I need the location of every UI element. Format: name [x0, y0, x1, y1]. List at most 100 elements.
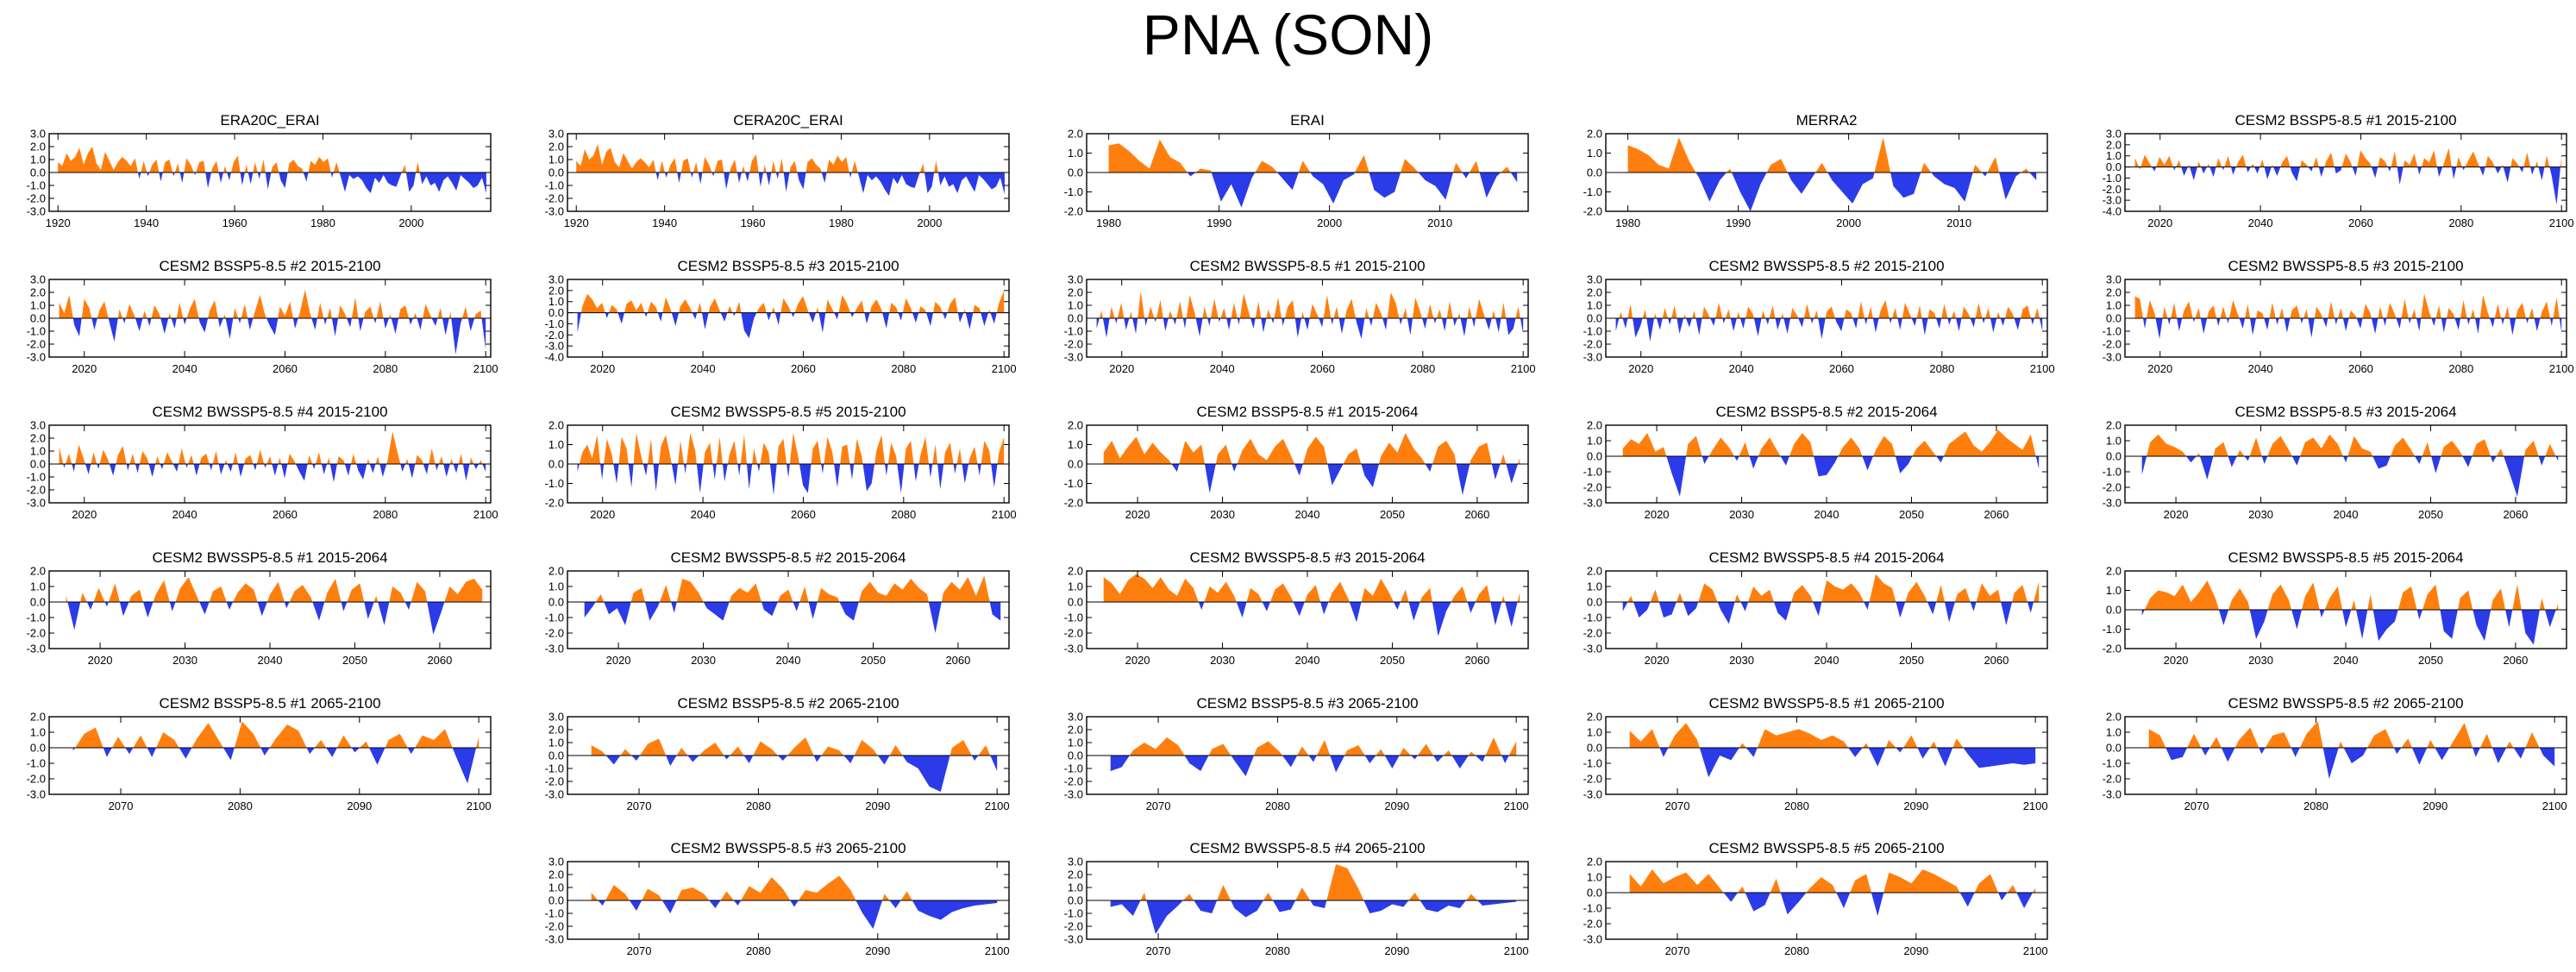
negative-area: [576, 172, 1005, 196]
x-tick-label: 2060: [1984, 654, 2009, 667]
x-tick-label: 2040: [2334, 508, 2359, 521]
y-tick-label: -2.0: [545, 497, 564, 510]
y-tick-label: -1.0: [1583, 902, 1602, 915]
panel-title: MERRA2: [1796, 112, 1858, 129]
x-tick-label: 2050: [342, 654, 367, 667]
x-tick-label: 2040: [172, 508, 197, 521]
panel-title: CESM2 BSSP5-8.5 #3 2015-2100: [677, 258, 899, 274]
x-tick-label: 2050: [1380, 508, 1405, 521]
y-tick-label: 2.0: [2106, 138, 2122, 151]
panel-title: CESM2 BSSP5-8.5 #2 2015-2064: [1715, 404, 1937, 420]
y-tick-label: 1.0: [30, 726, 46, 739]
negative-area: [59, 464, 486, 482]
y-tick-label: 2.0: [1587, 565, 1602, 578]
negative-area: [1103, 602, 1520, 637]
positive-area: [58, 147, 486, 172]
negative-area: [2141, 456, 2559, 497]
y-tick-label: 2.0: [30, 565, 46, 578]
x-tick-label: 2040: [258, 654, 283, 667]
x-tick-label: 2090: [1903, 800, 1928, 812]
x-tick-label: 2040: [1814, 508, 1840, 521]
y-tick-label: -1.0: [1583, 611, 1602, 624]
x-tick-label: 2020: [1125, 654, 1150, 667]
x-tick-label: 2060: [2348, 216, 2373, 229]
y-tick-label: 1.0: [548, 737, 564, 749]
y-tick-label: 1.0: [1587, 147, 1602, 160]
y-tick-label: 1.0: [548, 580, 564, 593]
y-tick-label: 2.0: [2106, 711, 2122, 724]
y-tick-label: 1.0: [30, 445, 46, 458]
x-tick-label: 2030: [1210, 654, 1235, 667]
x-tick-label: 2040: [1295, 508, 1320, 521]
x-tick-label: 2100: [1504, 944, 1529, 957]
x-tick-label: 2060: [1464, 654, 1489, 667]
x-tick-label: 2100: [992, 508, 1017, 521]
y-tick-label: -1.0: [1064, 762, 1083, 775]
y-tick-label: 2.0: [30, 286, 46, 299]
y-tick-label: 3.0: [1068, 273, 1083, 286]
x-tick-label: 2020: [590, 508, 615, 521]
x-tick-label: 2080: [1265, 800, 1290, 812]
positive-area: [1627, 137, 2037, 172]
y-tick-label: 1.0: [1587, 435, 1602, 448]
y-tick-label: 1.0: [548, 295, 564, 308]
x-tick-label: 2010: [1427, 216, 1452, 229]
y-tick-label: 3.0: [548, 856, 564, 869]
y-tick-label: 0.0: [2106, 450, 2122, 463]
x-tick-label: 2070: [627, 944, 652, 957]
y-tick-label: -3.0: [1583, 643, 1602, 655]
x-tick-label: 2040: [1210, 362, 1235, 375]
y-tick-label: -1.0: [27, 325, 46, 338]
positive-area: [1615, 300, 2043, 318]
y-tick-label: -3.0: [1064, 351, 1083, 364]
y-tick-label: 2.0: [548, 869, 564, 881]
y-tick-label: 3.0: [1068, 856, 1083, 869]
y-tick-label: 1.0: [1587, 726, 1602, 739]
positive-area: [72, 721, 479, 748]
panel-6: CESM2 BSSP5-8.5 #2 2015-2100 3.02.01.00.0…: [27, 258, 498, 375]
x-tick-label: 2040: [1814, 654, 1840, 667]
panel-title: CESM2 BSSP5-8.5 #1 2065-2100: [159, 695, 380, 712]
panel-28: CESM2 BWSSP5-8.5 #5 2065-2100 2.0 1.0 0.0 -1…: [1583, 840, 2048, 957]
y-tick-label: 0.0: [548, 306, 564, 319]
y-tick-label: 2.0: [30, 141, 46, 154]
x-tick-label: 2080: [1265, 944, 1290, 957]
y-tick-label: 0.0: [548, 749, 564, 762]
y-tick-label: -1.0: [2103, 466, 2122, 479]
y-tick-label: 0.0: [1068, 458, 1083, 471]
y-tick-label: -1.0: [27, 471, 46, 484]
y-tick-label: 1.0: [1068, 438, 1083, 451]
x-tick-label: 2070: [1665, 944, 1690, 957]
y-tick-label: 1.0: [1587, 871, 1602, 884]
y-tick-label: 0.0: [1068, 749, 1083, 762]
y-tick-label: 2.0: [1068, 286, 1083, 299]
x-tick-label: 2100: [2549, 216, 2574, 229]
x-tick-label: 2020: [590, 362, 615, 375]
plot-frame: [48, 570, 492, 649]
y-tick-label: 2.0: [1068, 724, 1083, 737]
y-tick-label: -1.0: [2103, 325, 2122, 338]
x-tick-label: 2070: [2184, 800, 2209, 812]
panel-title: CESM2 BSSP5-8.5 #3 2015-2064: [2234, 404, 2456, 420]
y-tick-label: 0.0: [548, 894, 564, 907]
y-tick-label: 0.0: [30, 458, 46, 471]
x-tick-label: 2020: [72, 362, 97, 375]
x-tick-label: 2090: [2422, 800, 2448, 812]
y-tick-label: -2.0: [545, 627, 564, 640]
x-tick-label: 2070: [627, 800, 652, 812]
negative-area: [58, 172, 486, 193]
y-tick-label: -2.0: [1064, 627, 1083, 640]
x-tick-label: 2040: [776, 654, 801, 667]
y-tick-label: -2.0: [2103, 643, 2122, 655]
panel-title: CESM2 BWSSP5-8.5 #3 2065-2100: [670, 840, 906, 856]
x-tick-label: 2080: [1929, 362, 1954, 375]
panel-9: CESM2 BWSSP5-8.5 #2 2015-2100 3.02.01.00.…: [1583, 258, 2055, 375]
x-tick-label: 2100: [473, 508, 498, 521]
positive-area: [576, 144, 1005, 172]
x-tick-label: 2060: [427, 654, 452, 667]
x-tick-label: 2100: [467, 800, 492, 812]
positive-area: [2134, 147, 2562, 167]
x-tick-label: 2020: [1125, 508, 1150, 521]
x-tick-label: 2030: [1210, 508, 1235, 521]
